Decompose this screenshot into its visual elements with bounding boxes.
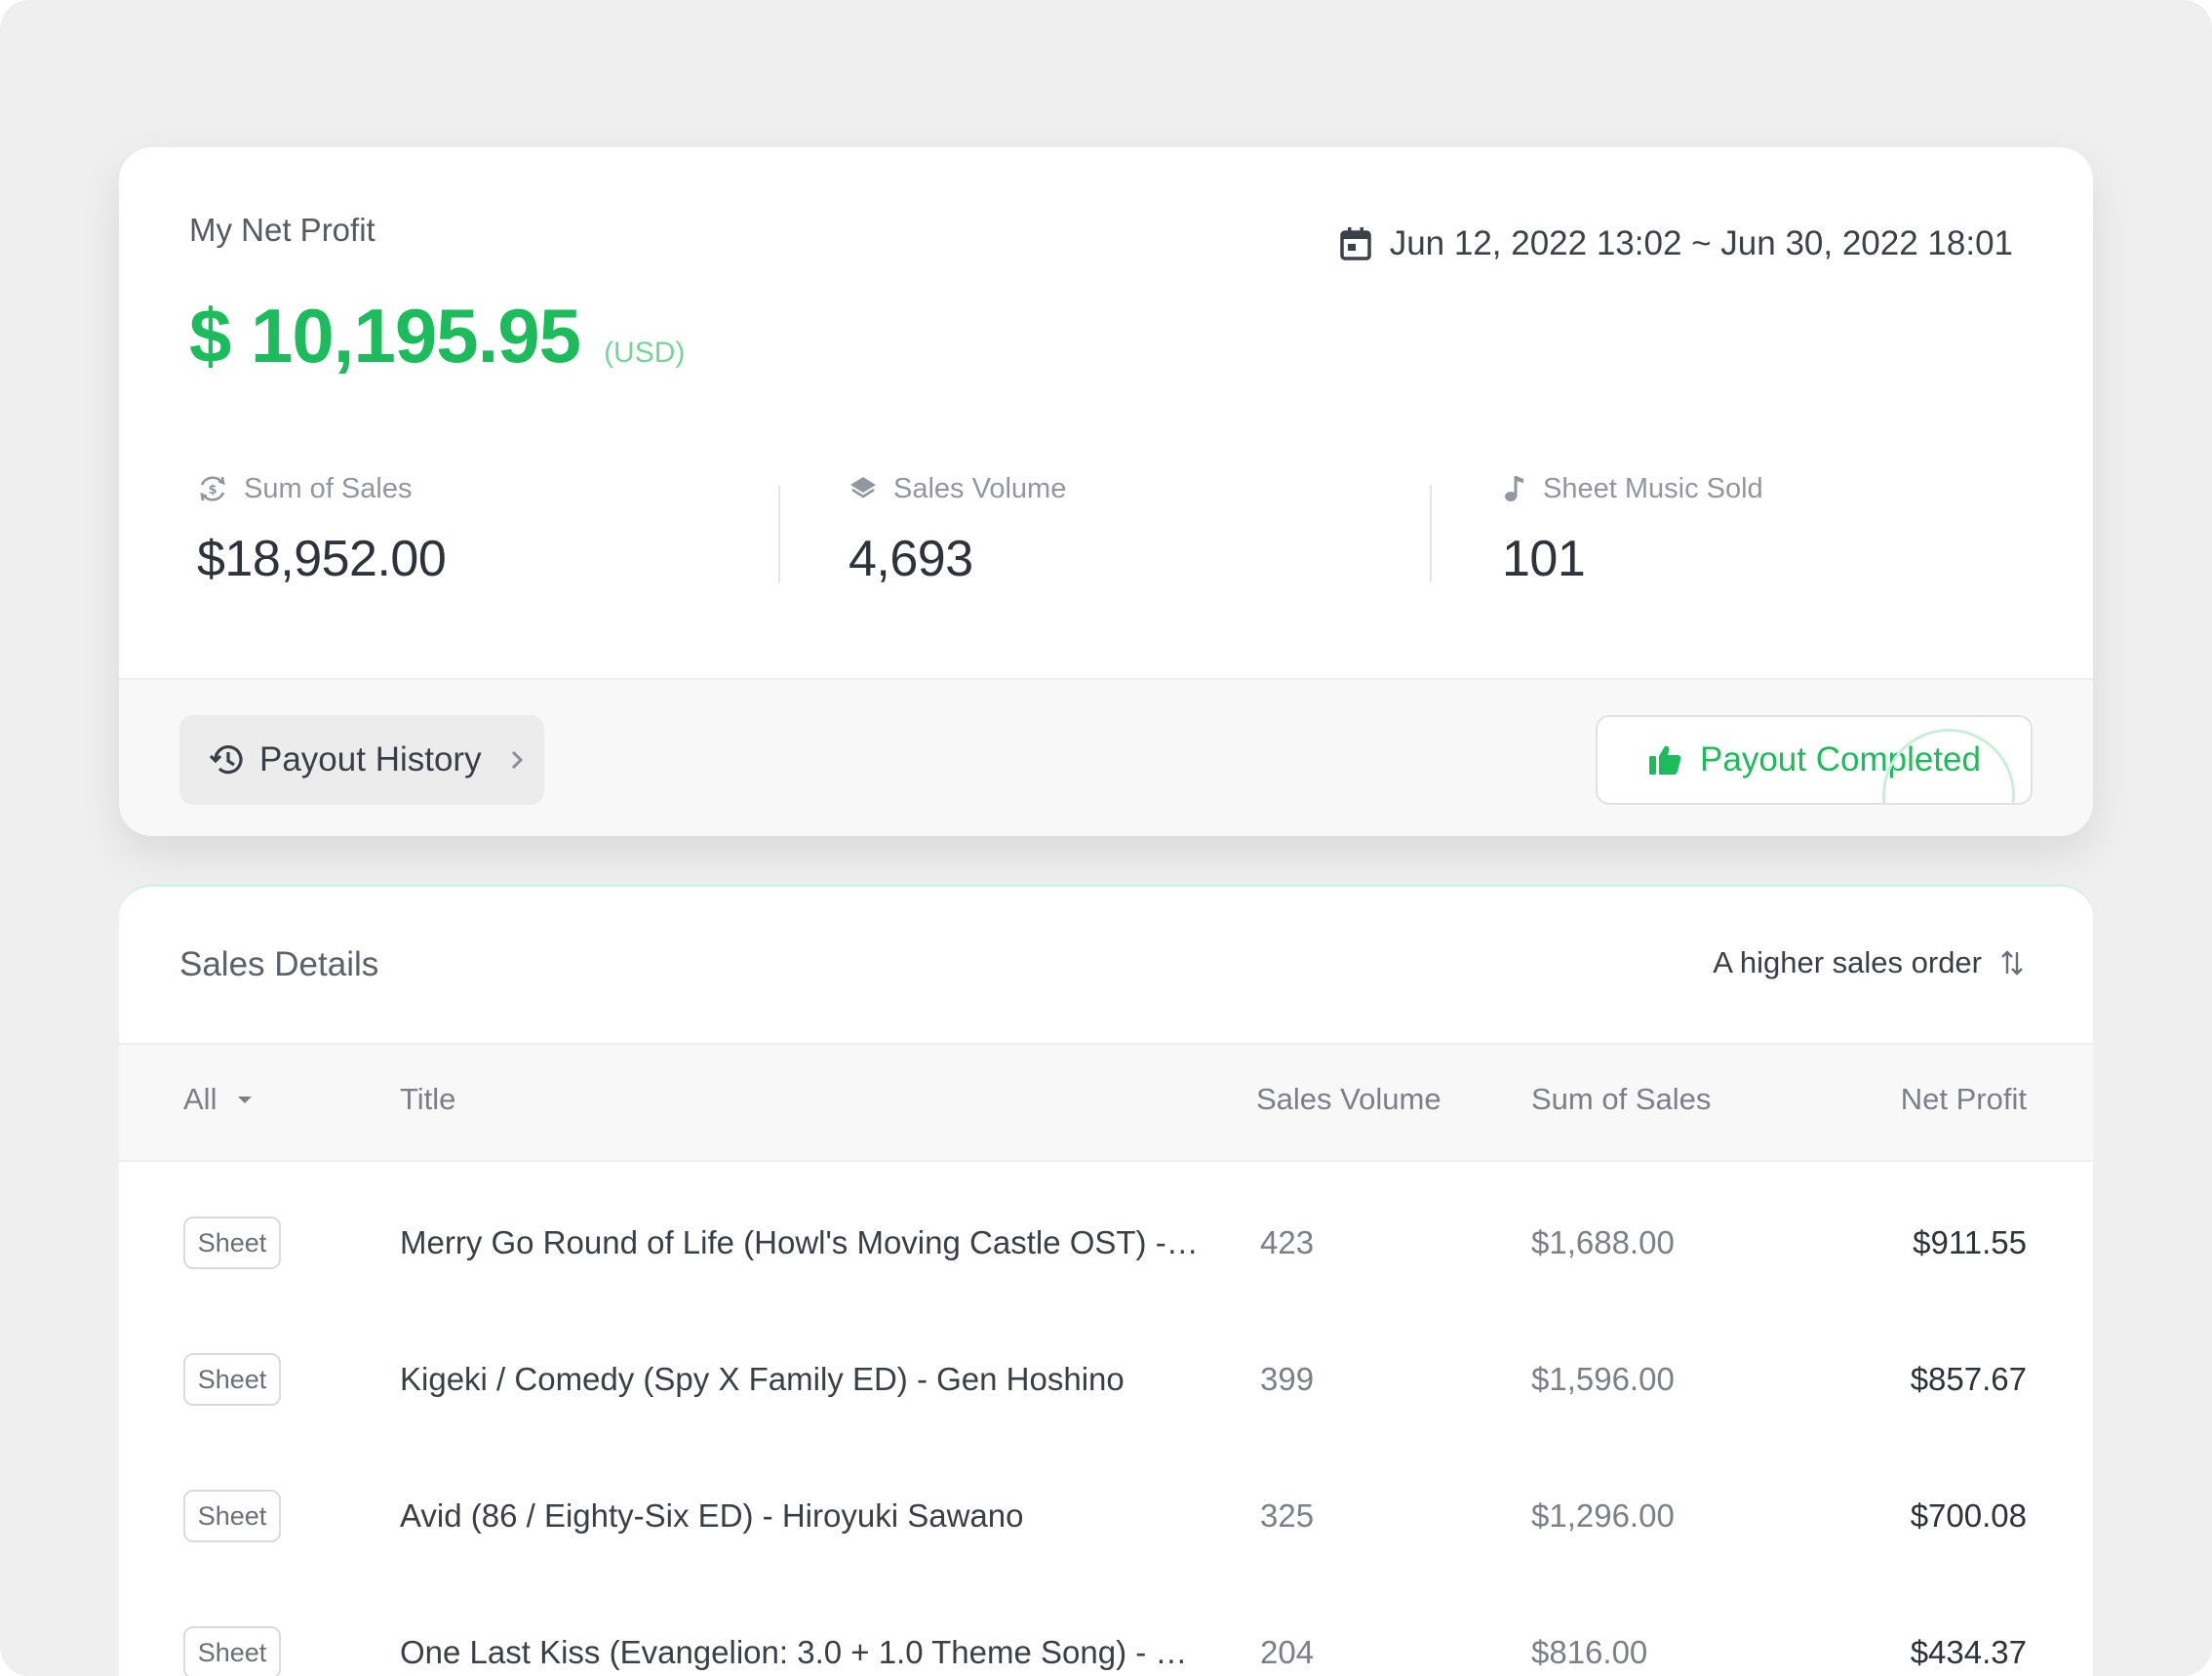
type-badge: Sheet	[183, 1490, 281, 1542]
sales-details-title: Sales Details	[179, 945, 379, 983]
svg-text:$: $	[208, 483, 217, 498]
row-sales-volume: 399	[1260, 1361, 1315, 1397]
music-note-icon	[1505, 476, 1523, 501]
type-badge: Sheet	[183, 1626, 281, 1676]
table-row[interactable]: Sheet Avid (86 / Eighty-Six ED) - Hiroyu…	[119, 1453, 2093, 1589]
table-row[interactable]: Sheet Kigeki / Comedy (Spy X Family ED) …	[119, 1316, 2093, 1453]
row-sum-of-sales: $1,688.00	[1531, 1224, 1675, 1260]
card-footer: Payout History Payout Completed	[119, 678, 2093, 836]
column-header-sales-volume: Sales Volume	[1256, 1082, 1442, 1116]
row-title: Merry Go Round of Life (Howl's Moving Ca…	[400, 1224, 1200, 1260]
sort-arrows-icon	[2001, 950, 2023, 976]
row-net-profit: $700.08	[1910, 1497, 2027, 1534]
stat-divider	[1430, 485, 1432, 582]
stat-sum-of-sales: $ Sum of Sales $18,952.00	[197, 469, 743, 588]
column-header-sum-of-sales: Sum of Sales	[1531, 1082, 1712, 1116]
chevron-right-icon	[511, 750, 523, 770]
row-net-profit: $911.55	[1913, 1224, 2027, 1260]
dollar-cycle-icon: $	[200, 476, 225, 501]
row-net-profit: $857.67	[1910, 1361, 2027, 1397]
row-net-profit: $434.37	[1910, 1634, 2027, 1670]
column-header-net-profit: Net Profit	[1900, 1082, 2027, 1116]
layers-icon	[850, 477, 876, 499]
stat-value: 4,693	[849, 531, 973, 587]
net-profit-amount: $ 10,195.95	[189, 293, 581, 379]
date-range-text: Jun 12, 2022 13:02 ~ Jun 30, 2022 18:01	[1389, 224, 2013, 262]
caret-down-icon	[238, 1097, 253, 1103]
payout-completed-button[interactable]: Payout Completed	[1596, 715, 2033, 805]
stat-value: 101	[1502, 531, 1586, 587]
net-profit-title: My Net Profit	[189, 212, 375, 248]
stat-label: Sheet Music Sold	[1543, 472, 1763, 504]
column-header-title: Title	[400, 1082, 456, 1116]
row-title: One Last Kiss (Evangelion: 3.0 + 1.0 The…	[400, 1634, 1200, 1670]
payout-history-label: Payout History	[259, 740, 482, 778]
history-icon	[209, 745, 243, 775]
sales-details-card: Sales Details A higher sales order All T…	[119, 884, 2093, 1676]
row-sales-volume: 423	[1260, 1224, 1315, 1260]
row-title: Avid (86 / Eighty-Six ED) - Hiroyuki Saw…	[400, 1497, 1024, 1534]
row-sum-of-sales: $816.00	[1531, 1634, 1648, 1670]
sort-label: A higher sales order	[1713, 945, 1982, 979]
type-badge: Sheet	[183, 1353, 281, 1406]
calendar-icon	[1339, 227, 1371, 260]
stat-divider	[778, 485, 780, 582]
table-row[interactable]: Sheet One Last Kiss (Evangelion: 3.0 + 1…	[119, 1589, 2093, 1676]
thumbs-up-icon	[1649, 745, 1681, 775]
row-sales-volume: 204	[1260, 1634, 1315, 1670]
net-profit-card: My Net Profit Jun 12, 2022 13:02 ~ Jun 3…	[119, 147, 2093, 836]
row-title: Kigeki / Comedy (Spy X Family ED) - Gen …	[400, 1361, 1125, 1397]
stat-sales-volume: Sales Volume 4,693	[849, 469, 1395, 588]
stat-label: Sales Volume	[893, 472, 1067, 504]
table-row[interactable]: Sheet Merry Go Round of Life (Howl's Mov…	[119, 1179, 2093, 1316]
date-range[interactable]: Jun 12, 2022 13:02 ~ Jun 30, 2022 18:01	[1339, 221, 2013, 266]
stats-row: $ Sum of Sales $18,952.00 Sales Volume 4…	[119, 469, 2093, 588]
row-sum-of-sales: $1,296.00	[1531, 1497, 1675, 1534]
sort-button[interactable]: A higher sales order	[1713, 945, 2025, 980]
row-sum-of-sales: $1,596.00	[1531, 1361, 1675, 1397]
net-profit-amount-row: $ 10,195.95 (USD)	[189, 292, 685, 380]
table-header: All Title Sales Volume Sum of Sales Net …	[119, 1043, 2093, 1162]
type-filter-dropdown[interactable]: All	[183, 1082, 254, 1117]
filter-label: All	[183, 1082, 217, 1116]
row-sales-volume: 325	[1260, 1497, 1315, 1534]
payout-history-button[interactable]: Payout History	[179, 715, 544, 805]
currency-label: (USD)	[604, 337, 686, 369]
stat-value: $18,952.00	[197, 531, 447, 587]
type-badge: Sheet	[183, 1217, 281, 1269]
stat-label: Sum of Sales	[244, 472, 413, 504]
stat-sheet-music-sold: Sheet Music Sold 101	[1502, 469, 2048, 588]
